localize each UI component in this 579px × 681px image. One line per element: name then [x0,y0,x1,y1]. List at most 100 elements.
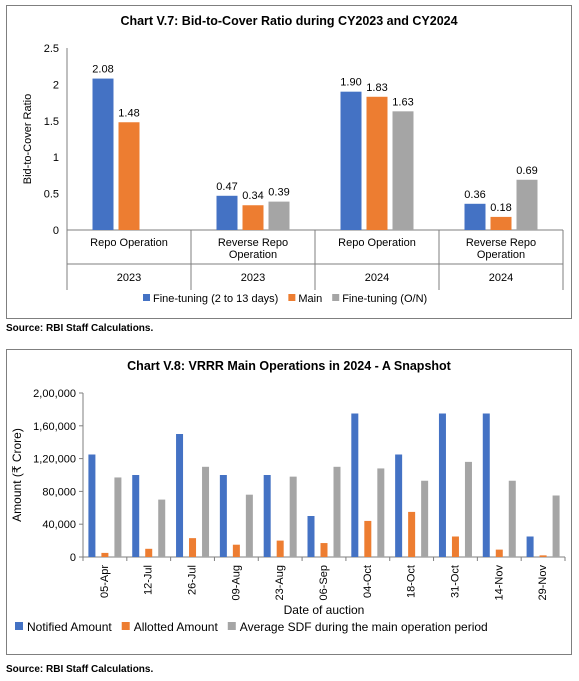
bar [526,536,534,557]
bar [289,476,297,557]
bar [408,511,416,557]
y-tick-label: 2.5 [44,43,59,55]
data-label: 0.39 [268,187,289,199]
chart-title: Chart V.8: VRRR Main Operations in 2024 … [127,359,452,373]
x-category-label: Repo Operation [90,237,168,249]
x-tick-label: 23-Aug [274,565,286,600]
data-label: 1.48 [118,107,139,119]
bar [495,549,503,557]
x-category-label: Operation [229,249,277,261]
chart-v7-source: Source: RBI Staff Calculations. [6,323,154,334]
x-axis-label: Date of auction [284,603,365,617]
y-tick-label: 1,60,000 [33,421,76,433]
bar [539,555,547,557]
bar [219,475,227,557]
bar [392,111,414,230]
legend-swatch [332,294,340,301]
x-group-label: 2023 [241,272,265,284]
legend-swatch [15,622,23,630]
legend-swatch [227,622,236,630]
bar [395,454,403,557]
x-category-label: Operation [477,249,525,261]
x-tick-label: 06-Sep [318,565,330,600]
y-axis-label: Bid-to-Cover Ratio [22,94,34,184]
bar [118,122,140,230]
bar [132,475,140,557]
bar [189,538,197,557]
bar [552,495,560,557]
y-tick-label: 0 [70,552,76,564]
legend-swatch [143,294,150,301]
bar [245,494,253,557]
bar [464,461,472,557]
x-group-label: 2023 [117,272,141,284]
data-label: 2.08 [92,64,113,76]
bar [268,201,290,230]
bar [158,499,166,557]
data-label: 1.90 [340,77,361,89]
x-tick-label: 09-Aug [230,565,242,600]
x-group-label: 2024 [489,272,513,284]
bar [366,96,388,230]
chart-v8-source: Source: RBI Staff Calculations. [6,664,154,675]
bar [377,468,385,557]
bar [351,413,359,557]
data-label: 1.63 [392,96,413,108]
bar [516,179,538,230]
x-tick-label: 12-Jul [143,565,155,595]
y-tick-label: 1,20,000 [33,454,76,466]
data-label: 0.36 [464,189,485,201]
bar [216,195,238,230]
bar [421,480,429,557]
x-tick-label: 18-Oct [406,565,418,598]
bar [263,475,271,557]
x-tick-label: 04-Oct [362,565,374,598]
data-label: 0.47 [216,181,237,193]
legend-swatch [288,294,296,301]
bar [320,543,328,557]
x-tick-label: 31-Oct [449,565,461,598]
bar [482,413,490,557]
x-tick-label: 05-Apr [99,565,111,598]
x-category-label: Repo Operation [338,237,416,249]
y-axis-label: Amount (₹ Crore) [10,428,24,522]
y-tick-label: 1.5 [44,116,59,128]
bar [176,434,184,557]
bar [276,540,284,557]
bar [242,205,264,230]
y-tick-label: 1 [53,152,59,164]
x-tick-label: 14-Nov [493,565,505,601]
y-tick-label: 0 [53,225,59,237]
x-group-label: 2024 [365,272,389,284]
legend-label: Main [298,293,322,305]
bar [438,413,446,557]
bar [202,466,210,557]
chart-v7: Chart V.7: Bid-to-Cover Ratio during CY2… [22,14,564,305]
x-tick-label: 26-Jul [187,565,199,595]
bar [101,552,109,557]
legend-label: Fine-tuning (2 to 13 days) [153,293,278,305]
bar [114,477,122,557]
y-tick-label: 0.5 [44,189,59,201]
bar [508,480,516,557]
chart-v7-panel: Chart V.7: Bid-to-Cover Ratio during CY2… [6,5,572,319]
chart-v8-panel: Chart V.8: VRRR Main Operations in 2024 … [6,349,572,655]
bar [92,78,114,231]
legend-swatch [121,622,130,630]
legend-label: Fine-tuning (O/N) [342,293,427,305]
bar [340,91,362,231]
bar [232,544,240,557]
data-label: 0.69 [516,165,537,177]
y-tick-label: 2 [53,79,59,91]
chart-title: Chart V.7: Bid-to-Cover Ratio during CY2… [120,14,457,28]
x-category-label: Reverse Repo [218,237,288,249]
bar [88,454,96,557]
legend-label: Allotted Amount [134,620,219,634]
data-label: 0.34 [242,190,263,202]
legend-label: Notified Amount [27,620,112,634]
bar [490,216,512,230]
data-label: 0.18 [490,202,511,214]
data-label: 1.83 [366,82,387,94]
bar [333,466,341,557]
x-category-label: Reverse Repo [466,237,536,249]
